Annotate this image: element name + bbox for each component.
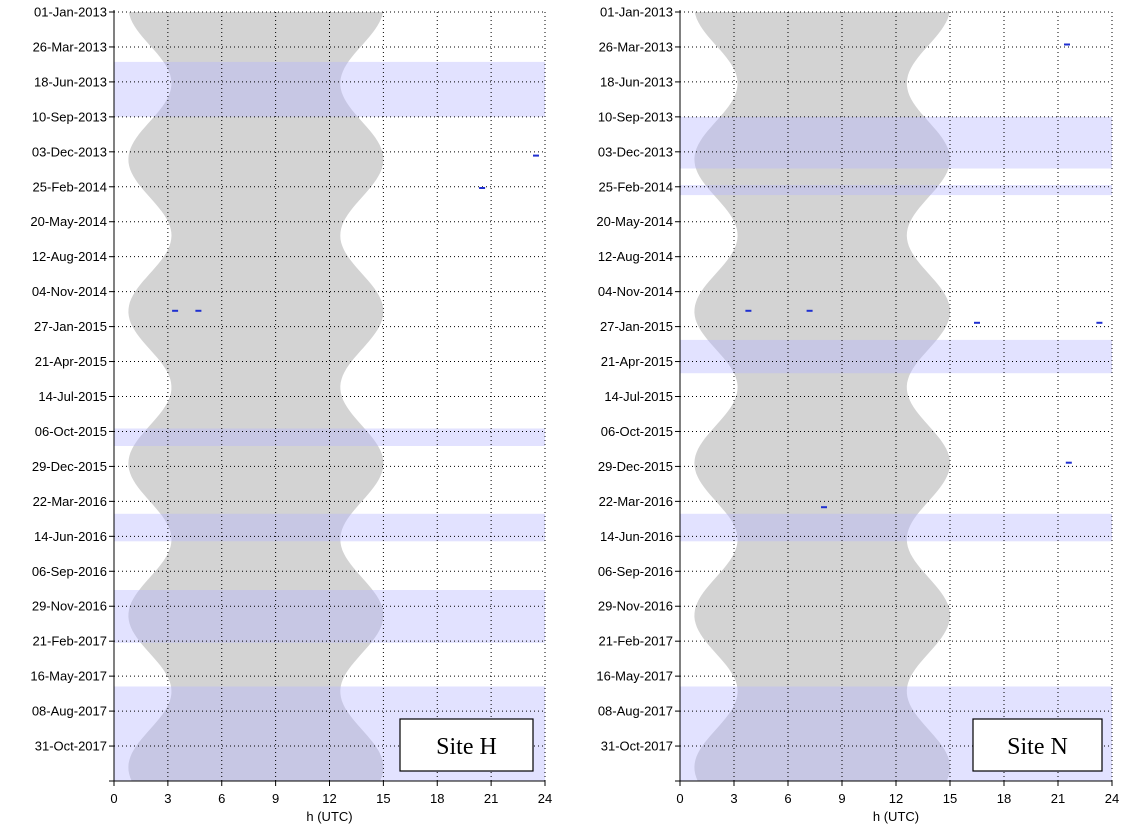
site-label-box: [972, 718, 1103, 772]
x-tick-label: 6: [784, 791, 791, 806]
y-tick-label: 04-Nov-2014: [32, 284, 107, 299]
y-tick-label: 27-Jan-2015: [34, 319, 107, 334]
y-tick-label: 26-Mar-2013: [599, 39, 673, 54]
y-tick-label: 20-May-2014: [596, 214, 673, 229]
x-tick-label: 21: [1051, 791, 1065, 806]
x-tick-label: 9: [272, 791, 279, 806]
y-tick-label: 20-May-2014: [30, 214, 107, 229]
y-tick-label: 14-Jun-2016: [600, 529, 673, 544]
event-mark: [806, 309, 813, 312]
y-tick-label: 22-Mar-2016: [599, 494, 673, 509]
daylight-band: [694, 12, 950, 781]
x-tick-label: 3: [164, 791, 171, 806]
y-tick-label: 29-Nov-2016: [598, 599, 673, 614]
y-tick-label: 14-Jul-2015: [38, 389, 107, 404]
x-axis-title: h (UTC): [306, 809, 352, 824]
highlight-period: [114, 513, 545, 542]
event-mark: [195, 309, 202, 312]
event-mark: [821, 506, 827, 509]
x-tick-label: 24: [1105, 791, 1119, 806]
x-tick-label: 21: [484, 791, 498, 806]
y-tick-label: 06-Sep-2016: [598, 564, 673, 579]
event-mark: [172, 309, 179, 312]
y-tick-label: 21-Feb-2017: [33, 634, 107, 649]
y-tick-label: 10-Sep-2013: [32, 109, 107, 124]
y-tick-label: 29-Dec-2015: [32, 459, 107, 474]
y-tick-label: 27-Jan-2015: [600, 319, 673, 334]
y-tick-label: 31-Oct-2017: [601, 739, 673, 754]
event-mark: [745, 309, 752, 312]
x-tick-label: 18: [430, 791, 444, 806]
x-tick-label: 18: [997, 791, 1011, 806]
chart-panel-2: 01-Jan-2013 26-Mar-2013 18-Jun-2013 10-Sep-…: [596, 5, 1119, 825]
event-mark: [1064, 43, 1070, 46]
x-tick-label: 12: [889, 791, 903, 806]
x-tick-label: 15: [376, 791, 390, 806]
y-tick-label: 06-Oct-2015: [601, 424, 673, 439]
y-tick-label: 22-Mar-2016: [33, 494, 107, 509]
y-tick-label: 08-Aug-2017: [32, 704, 107, 719]
y-tick-label: 12-Aug-2014: [598, 249, 673, 264]
y-tick-label: 06-Oct-2015: [35, 424, 107, 439]
y-tick-label: 01-Jan-2013: [600, 5, 673, 20]
y-tick-label: 10-Sep-2013: [598, 109, 673, 124]
x-tick-label: 6: [218, 791, 225, 806]
event-mark: [1065, 461, 1072, 464]
y-tick-label: 21-Apr-2015: [35, 354, 107, 369]
daylight-band: [128, 12, 384, 781]
y-tick-label: 29-Dec-2015: [598, 459, 673, 474]
x-tick-label: 9: [838, 791, 845, 806]
site-label: Site N: [1007, 734, 1068, 760]
x-axis-title: h (UTC): [873, 809, 919, 824]
y-tick-label: 01-Jan-2013: [34, 5, 107, 20]
y-tick-label: 26-Mar-2013: [33, 39, 107, 54]
y-tick-label: 18-Jun-2013: [34, 74, 107, 89]
y-tick-label: 03-Dec-2013: [598, 144, 673, 159]
y-tick-label: 21-Feb-2017: [599, 634, 673, 649]
x-tick-label: 0: [676, 791, 683, 806]
y-tick-label: 04-Nov-2014: [598, 284, 673, 299]
site-label-box: [399, 718, 534, 772]
x-tick-label: 24: [538, 791, 552, 806]
y-tick-label: 16-May-2017: [30, 669, 107, 684]
y-tick-label: 31-Oct-2017: [35, 739, 107, 754]
y-tick-label: 25-Feb-2014: [33, 179, 107, 194]
chart-panel-1: 01-Jan-2013 26-Mar-2013 18-Jun-2013 10-Sep-…: [30, 5, 552, 825]
y-tick-label: 25-Feb-2014: [599, 179, 673, 194]
event-mark: [1096, 321, 1103, 324]
y-tick-label: 14-Jun-2016: [34, 529, 107, 544]
site-label: Site H: [436, 734, 497, 760]
y-tick-label: 06-Sep-2016: [32, 564, 107, 579]
y-tick-label: 29-Nov-2016: [32, 599, 107, 614]
x-tick-label: 12: [322, 791, 336, 806]
highlight-period: [680, 116, 1112, 169]
x-tick-label: 3: [730, 791, 737, 806]
y-tick-label: 16-May-2017: [596, 669, 673, 684]
y-tick-label: 21-Apr-2015: [601, 354, 673, 369]
y-tick-label: 18-Jun-2013: [600, 74, 673, 89]
y-tick-label: 03-Dec-2013: [32, 144, 107, 159]
highlight-period: [680, 513, 1112, 542]
x-tick-label: 15: [943, 791, 957, 806]
y-tick-label: 14-Jul-2015: [604, 389, 673, 404]
event-mark: [533, 154, 539, 157]
y-tick-label: 08-Aug-2017: [598, 704, 673, 719]
highlight-period: [114, 61, 545, 117]
event-mark: [974, 321, 980, 324]
x-tick-label: 0: [110, 791, 117, 806]
highlight-period: [680, 185, 1112, 196]
y-tick-label: 12-Aug-2014: [32, 249, 107, 264]
event-mark: [479, 187, 486, 189]
